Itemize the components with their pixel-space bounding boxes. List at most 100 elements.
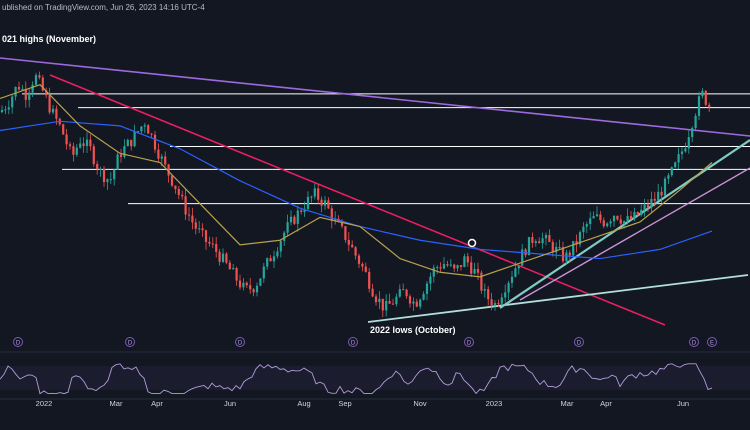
red-downtrend-line [49,74,666,326]
candle-body [157,149,160,159]
rsi-line [0,363,713,395]
candle-body [102,168,106,183]
candle-body [160,156,163,159]
x-tick-label: Nov [413,399,427,408]
candle-body [75,147,78,155]
candle-body [565,252,568,262]
candle-body [340,221,344,227]
x-tick-label: Sep [338,399,351,408]
candle-body [439,267,442,269]
candle-body [643,204,646,210]
candle-body [677,154,680,163]
event-marker-glyph: E [710,341,714,347]
candle-body [164,156,167,165]
candle-body [674,162,677,168]
candle-body [466,256,469,263]
candle-body [527,237,531,256]
event-marker-glyph: D [467,341,472,347]
candle-body [289,216,293,223]
candle-body [11,96,14,108]
candle-body [480,272,483,291]
candle-body [592,216,595,219]
candle-body [255,285,259,293]
candle-body [0,110,4,113]
highlight-circle [467,238,477,248]
candle-body [684,148,687,152]
rsi-panel [0,351,750,395]
x-tick-label: Apr [151,399,163,408]
candle-body [463,256,466,267]
x-tick-label: Apr [600,399,612,408]
candle-body [572,241,575,256]
candle-body [507,282,510,293]
event-marker [13,337,23,347]
candle-body [374,296,378,303]
candle-body [504,292,507,298]
candle-body [371,288,374,297]
event-marker [464,337,474,347]
candle-body [245,282,248,286]
candle-body [670,167,673,176]
candle-body [551,241,554,253]
annotation-2021-highs: 021 highs (November) [2,34,96,44]
candle-body [578,232,582,245]
candle-body [28,92,31,100]
candle-body [89,139,92,147]
candle-body [269,258,272,262]
candle-body [623,221,626,224]
candle-body [368,271,371,289]
candle-body [351,244,354,248]
candle-body [497,303,500,305]
fast-moving-average [0,84,713,278]
candle-body [493,303,497,306]
candle-body [109,179,112,181]
candle-body [459,265,463,267]
candle-body [79,143,82,148]
candle-body [153,134,157,150]
candle-body [453,264,456,269]
candle-body [616,215,619,220]
event-marker-glyph: D [238,341,243,347]
cyan-uptrend-line [499,139,750,309]
horizontal-levels [22,93,750,205]
candle-body [575,241,578,245]
candle-body [262,266,265,279]
candle-body [221,253,225,262]
candle-body [589,218,592,225]
candle-body [130,139,133,147]
candle-body [140,126,143,132]
candle-body [21,88,24,90]
chart-header: ublished on TradingView.com, Jun 26, 202… [2,3,205,12]
candle-body [344,226,347,240]
candle-body [225,253,228,263]
candle-body [534,241,537,243]
candle-body [313,188,316,197]
candle-body [283,232,286,241]
candle-body [167,164,170,176]
candle-body [429,276,432,284]
candle-body [82,143,85,147]
candle-body [667,175,670,179]
candle-body [660,191,663,196]
candle-body [701,90,704,97]
candle-body [38,75,41,78]
candle-body [470,262,473,274]
candle-body [436,267,439,269]
candle-body [680,151,684,155]
candle-body [116,154,119,170]
candle-body [619,219,622,224]
candle-body [364,266,367,272]
candle-body [483,289,486,291]
event-marker-glyph: D [577,341,582,347]
candle-body [708,104,711,108]
candle-body [500,297,503,304]
candle-body [402,289,405,291]
candle-body [194,222,197,229]
candle-body [92,146,95,164]
event-marker-glyph: D [351,341,356,347]
candle-body [300,210,303,212]
candle-body [419,299,422,307]
candle-body [174,185,177,189]
x-axis: 2022 Mar Apr Jun Aug Sep Nov 2023 Mar Apr Jun [0,398,750,408]
